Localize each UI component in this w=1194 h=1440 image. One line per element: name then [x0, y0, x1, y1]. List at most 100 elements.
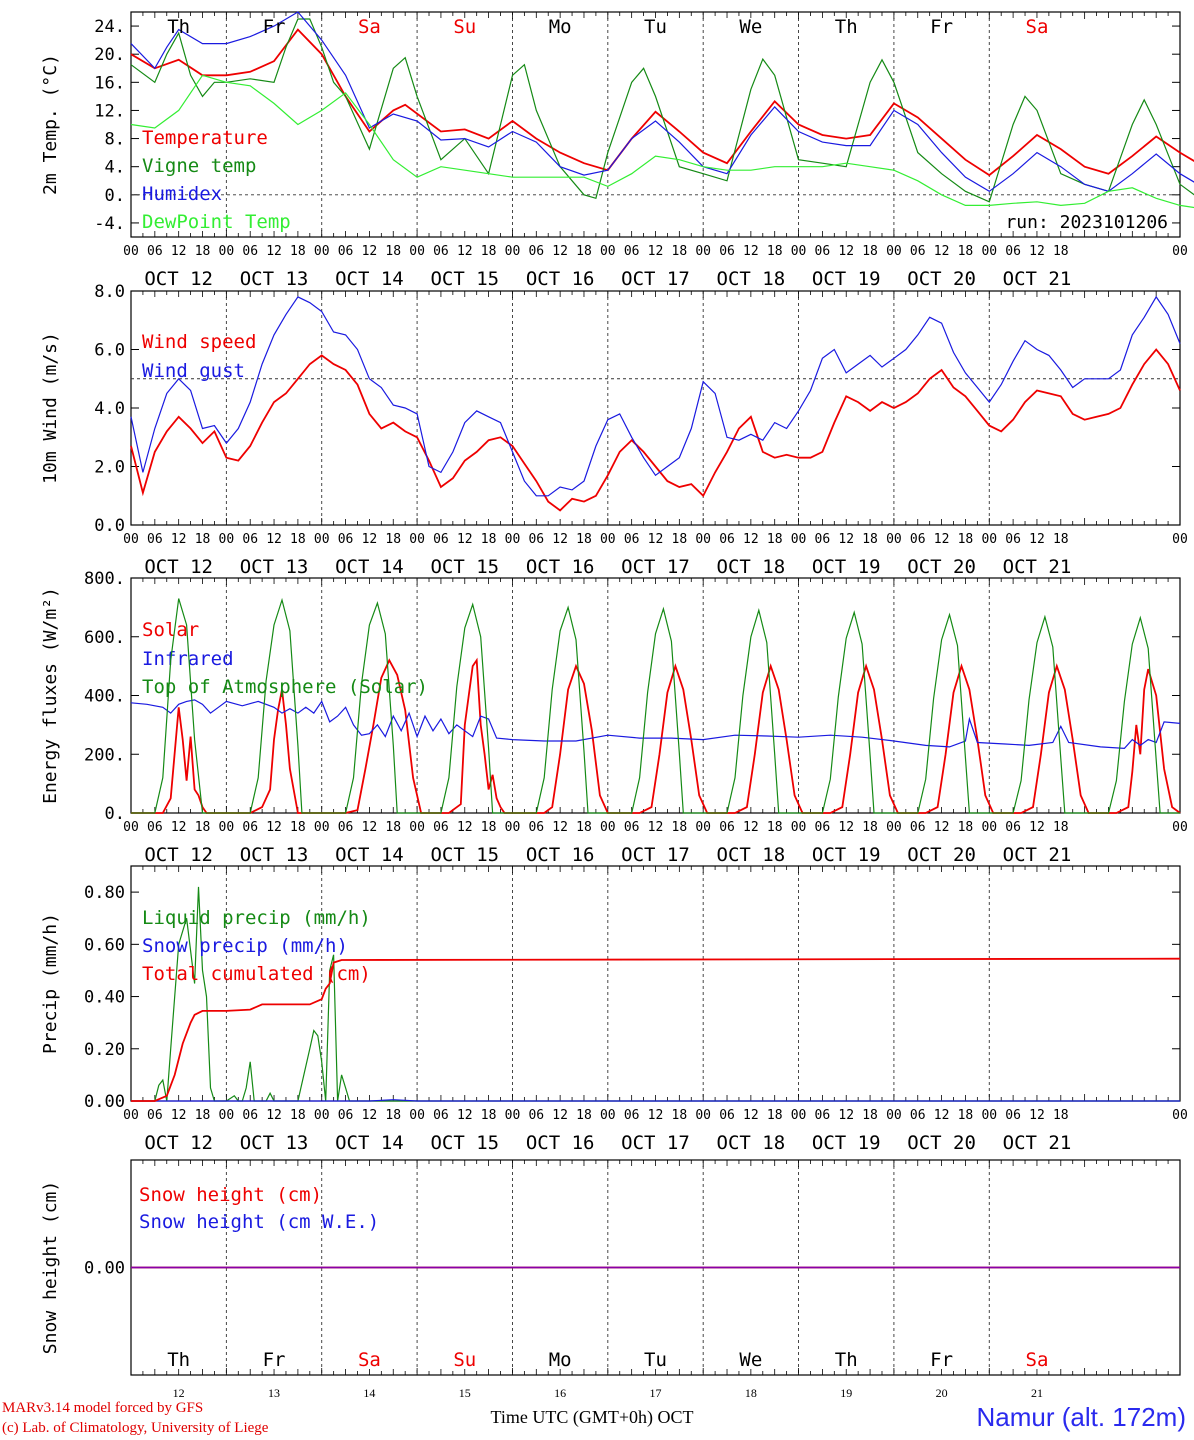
series-line-wind-gust [130, 295, 1181, 497]
hour-label: 12 [934, 244, 950, 259]
hour-label: 00 [314, 532, 330, 547]
hour-label: 18 [290, 820, 306, 835]
hour-label: 12 [648, 244, 664, 259]
legend-entry: Snow height (cm W.E.) [139, 1211, 379, 1233]
hour-label: 18 [481, 1108, 497, 1123]
hour-label: 18 [481, 532, 497, 547]
hour-label: 12 [266, 244, 282, 259]
weekday-label: Fr [930, 1349, 953, 1371]
y-tick-label: 16. [94, 73, 125, 93]
hour-label: 06 [1005, 820, 1021, 835]
hour-label: 00 [1172, 532, 1188, 547]
y-tick-label: 2.0 [94, 458, 125, 478]
hour-label: 06 [242, 1108, 258, 1123]
hour-label: 12 [457, 532, 473, 547]
date-label: OCT 16 [526, 268, 595, 290]
date-label: OCT 16 [526, 1132, 595, 1154]
hour-label: 18 [290, 532, 306, 547]
y-axis-label: 10m Wind (m/s) [40, 332, 61, 484]
y-tick-label: 0.00 [84, 1092, 125, 1112]
hour-label: 18 [290, 244, 306, 259]
date-label: OCT 12 [144, 1132, 213, 1154]
weekday-label: Th [835, 16, 858, 38]
hour-label: 18 [862, 1108, 878, 1123]
hour-label: 18 [958, 532, 974, 547]
hour-label: 12 [743, 244, 759, 259]
date-label: OCT 15 [430, 1132, 499, 1154]
date-label: OCT 15 [430, 556, 499, 578]
y-tick-label: 0.40 [84, 988, 125, 1008]
hour-label: 18 [958, 244, 974, 259]
hour-label: 00 [600, 244, 616, 259]
hour-label: 18 [195, 820, 211, 835]
date-label: OCT 17 [621, 268, 690, 290]
hour-label: 06 [242, 532, 258, 547]
series-line-humidex [130, 11, 1194, 193]
hour-label: 18 [576, 820, 592, 835]
hour-label: 18 [767, 244, 783, 259]
hour-label: 12 [648, 820, 664, 835]
hour-label: 12 [552, 244, 568, 259]
hour-label: 06 [528, 820, 544, 835]
hour-label: 12 [838, 532, 854, 547]
day-number-label: 20 [936, 1386, 948, 1400]
hour-label: 12 [934, 820, 950, 835]
date-label: OCT 17 [621, 1132, 690, 1154]
hour-label: 18 [672, 532, 688, 547]
hour-label: 12 [838, 820, 854, 835]
hour-label: 06 [719, 244, 735, 259]
hour-label: 12 [552, 1108, 568, 1123]
date-label: OCT 14 [335, 844, 404, 866]
hour-label: 12 [266, 532, 282, 547]
legend-entry: Snow precip (mm/h) [142, 935, 348, 957]
hour-label: 00 [886, 820, 902, 835]
hour-label: 18 [862, 244, 878, 259]
day-number-label: 14 [363, 1386, 375, 1400]
y-tick-label: -4. [94, 214, 125, 234]
hour-label: 00 [505, 820, 521, 835]
hour-label: 06 [910, 244, 926, 259]
hour-label: 06 [719, 532, 735, 547]
hour-label: 00 [981, 532, 997, 547]
day-number-label: 21 [1031, 1386, 1043, 1400]
legend-entry: Snow height (cm) [139, 1184, 322, 1206]
hour-label: 18 [767, 820, 783, 835]
y-tick-label: 600. [84, 628, 125, 648]
y-tick-label: 400. [84, 687, 125, 707]
hour-label: 00 [695, 244, 711, 259]
hour-label: 00 [695, 532, 711, 547]
hour-label: 06 [624, 244, 640, 259]
hour-label: 18 [1053, 532, 1069, 547]
hour-label: 00 [981, 244, 997, 259]
date-label: OCT 19 [812, 1132, 881, 1154]
hour-label: 12 [743, 820, 759, 835]
day-number-label: 18 [745, 1386, 757, 1400]
hour-label: 06 [147, 532, 163, 547]
hour-label: 00 [219, 532, 235, 547]
hour-label: 00 [1172, 1108, 1188, 1123]
hour-label: 00 [886, 1108, 902, 1123]
series-line-top-of-atmosphere-solar- [131, 597, 1180, 814]
hour-label: 06 [528, 532, 544, 547]
hour-label: 06 [624, 820, 640, 835]
day-number-label: 19 [840, 1386, 852, 1400]
hour-label: 06 [147, 1108, 163, 1123]
panel-energy: 0. 200. 400. 600. 800. Energy fluxes (W/m²) So… [40, 569, 1188, 866]
date-label: OCT 15 [430, 844, 499, 866]
hour-label: 12 [1029, 244, 1045, 259]
hour-label: 06 [719, 820, 735, 835]
legend-entry: Vigne temp [142, 155, 256, 177]
hour-label: 00 [314, 244, 330, 259]
y-tick-label: 6.0 [94, 341, 125, 361]
weekday-label: Fr [930, 16, 953, 38]
hour-label: 00 [791, 820, 807, 835]
hour-label: 18 [481, 244, 497, 259]
y-tick-label: 20. [94, 45, 125, 65]
hour-label: 12 [1029, 532, 1045, 547]
hour-label: 12 [171, 1108, 187, 1123]
hour-label: 06 [1005, 244, 1021, 259]
date-label: OCT 13 [240, 1132, 309, 1154]
hour-label: 00 [123, 244, 139, 259]
hour-label: 18 [1053, 820, 1069, 835]
